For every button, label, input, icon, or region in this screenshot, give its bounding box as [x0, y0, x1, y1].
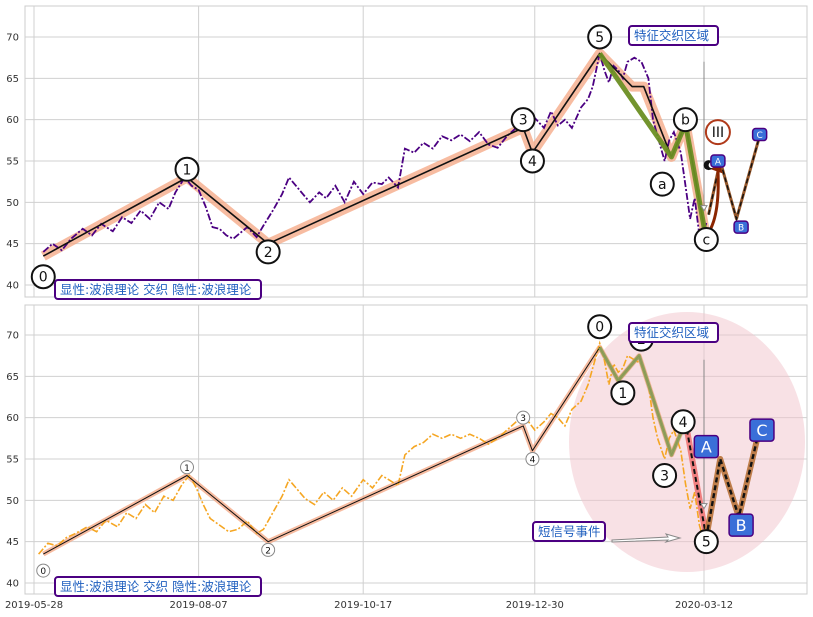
wave-circle-text: III [712, 125, 724, 141]
annotation-text: 特征交织区域 [634, 28, 709, 43]
wave-circle-label [261, 542, 276, 557]
wave-box-label [710, 154, 726, 168]
legend-text: 显性:波浪理论 交织 隐性:波浪理论 [60, 282, 252, 297]
x-tick-label: 2019-08-07 [170, 600, 228, 611]
wave-box-label [751, 127, 768, 142]
annotation-box [628, 322, 719, 343]
wave-circle-text: 0 [40, 567, 46, 577]
wave-circle-label [587, 24, 613, 50]
wave-box-label [693, 434, 720, 459]
wave-circle-label [510, 107, 536, 133]
projection-dash [707, 136, 761, 222]
x-tick-label: 2019-10-17 [334, 600, 392, 611]
wave-circle-label [36, 563, 51, 578]
y-tick-label: 65 [6, 74, 19, 85]
y-tick-label: 40 [6, 579, 19, 590]
wave-circle-text: b [681, 113, 690, 129]
annotation-box [628, 25, 719, 46]
wave-circle-label [610, 380, 636, 406]
wave-circle-text: 5 [595, 30, 604, 46]
x-tick-label: 2020-03-12 [675, 600, 733, 611]
y-tick-label: 50 [6, 496, 19, 507]
wave-circle-label [30, 264, 56, 290]
legend-text: 显性:波浪理论 交织 隐性:波浪理论 [60, 579, 252, 594]
y-tick-label: 65 [6, 372, 19, 383]
wave-circle-text: 1 [183, 162, 192, 178]
wave-circle-label [652, 463, 678, 489]
y-tick-label: 45 [6, 537, 19, 548]
wave-box-text: B [738, 224, 744, 234]
guide-arrow-head [700, 503, 708, 510]
wave-circle-text: 3 [660, 469, 669, 485]
wave-box-label [749, 418, 775, 442]
projection-dash [705, 438, 759, 538]
wave-box-label [733, 220, 749, 234]
annotation-text: 短信号事件 [538, 524, 601, 539]
bottom-panel: 4045505560657001234012345ABC特征交织区域短信号事件显… [6, 304, 808, 597]
y-tick-label: 45 [6, 239, 19, 250]
wave-circle-label [672, 107, 698, 133]
wave-circle-label [693, 227, 719, 253]
price-series [37, 340, 708, 555]
signal-arrow [611, 533, 682, 544]
top-panel: 40455055606570012345abcIIIABC特征交织区域显性:波浪… [6, 5, 808, 300]
y-tick-label: 40 [6, 281, 19, 292]
wave-circle-label [670, 409, 696, 435]
wave-box-text: A [715, 158, 722, 168]
wave-circle-label [649, 171, 675, 197]
wave-highlight-line [598, 346, 688, 457]
wave-box-text: B [736, 516, 747, 535]
wave-circle-label [525, 452, 540, 466]
annotation-text: 特征交织区域 [634, 325, 709, 340]
y-tick-label: 55 [6, 455, 19, 466]
wave-circle-text: 4 [528, 154, 537, 170]
wave-circle-text: 2 [264, 245, 273, 261]
wave-box-text: A [701, 438, 712, 457]
wave-circle-label [704, 119, 731, 146]
legend-box [54, 279, 262, 300]
wave-circle-text: 5 [702, 535, 711, 551]
wave-circle-label [519, 148, 545, 174]
wave-circle-label [180, 460, 195, 475]
wave-circle-text: 4 [530, 456, 536, 466]
wave-box-text: C [756, 421, 767, 440]
wave-highlight-line [597, 52, 709, 240]
guide-arrow-head [700, 205, 708, 212]
y-tick-label: 70 [6, 331, 19, 342]
wave-circle-text: 3 [520, 414, 526, 424]
y-tick-label: 70 [6, 33, 19, 44]
wave-circle-label [693, 529, 719, 555]
wave-box-label [728, 513, 754, 537]
annotation-box [532, 521, 606, 542]
wave-circle-text: 1 [618, 386, 627, 402]
wave-circle-text: 3 [519, 113, 528, 129]
wave-red-dash [684, 421, 708, 538]
y-tick-label: 60 [6, 413, 19, 424]
wave-circle-text: 2 [265, 546, 271, 556]
wave-circle-text: a [658, 177, 667, 193]
wave-circle-label [255, 239, 281, 265]
price-series [42, 53, 708, 253]
wave-circle-text: 1 [184, 464, 190, 474]
wave-circle-label [174, 156, 200, 182]
wave-circle-label [516, 410, 531, 425]
wave-circle-text: 4 [679, 415, 688, 431]
wave-circle-label [587, 314, 613, 340]
y-tick-label: 55 [6, 157, 19, 168]
x-tick-label: 2019-12-30 [506, 600, 564, 611]
wave-circle-text: 0 [595, 320, 604, 336]
x-axis: 2019-05-28 2019-08-07 2019-10-17 2019-12-30… [5, 600, 733, 611]
y-tick-label: 50 [6, 198, 19, 209]
wave-circle-text: 0 [39, 270, 48, 286]
wave-box-text: C [756, 131, 762, 141]
legend-box [54, 576, 262, 597]
wave-circle-text: c [702, 233, 710, 249]
y-tick-label: 60 [6, 115, 19, 126]
x-tick-label: 2019-05-28 [5, 600, 63, 611]
